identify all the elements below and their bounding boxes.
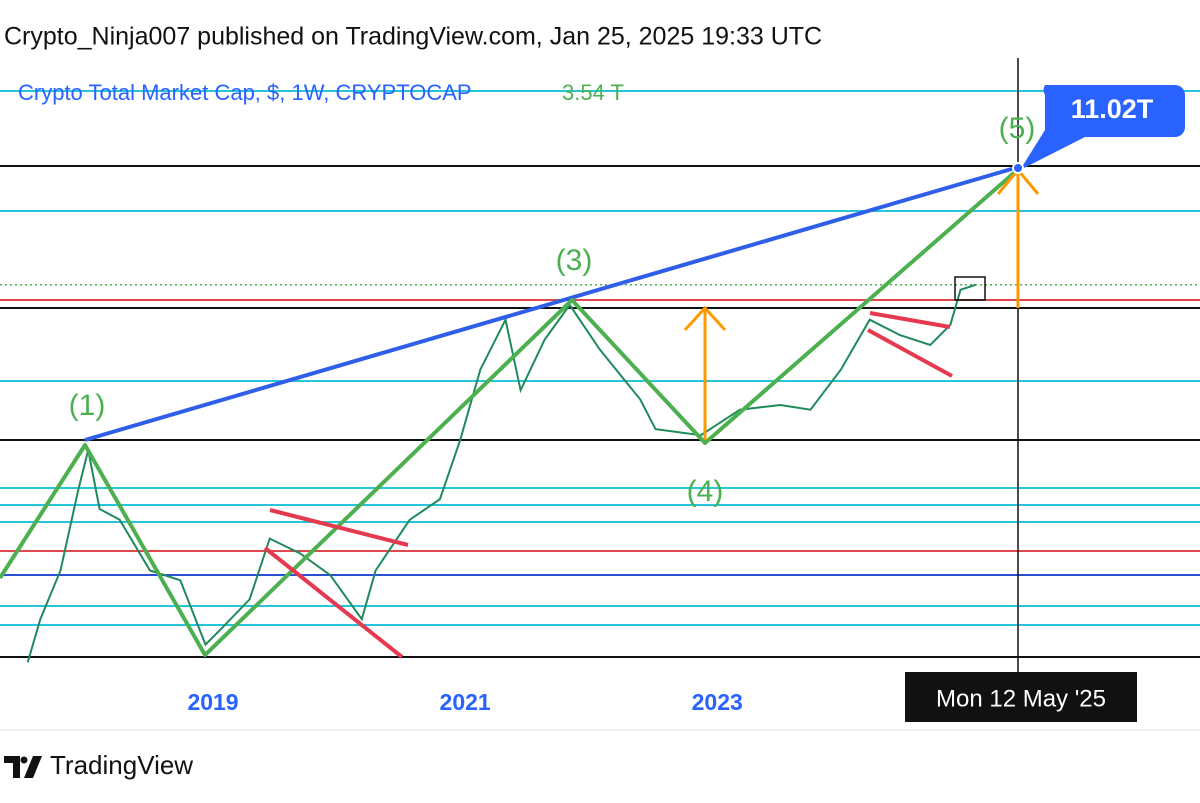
wedge-line — [867, 328, 953, 378]
target-point — [1012, 162, 1024, 175]
crosshair-box — [905, 672, 1137, 722]
price-line — [26, 283, 976, 663]
x-tick-label: 2019 — [187, 689, 238, 715]
arrow — [683, 305, 727, 440]
wave-line — [0, 170, 1017, 657]
wedge-line — [269, 508, 409, 547]
trend-line — [84, 166, 1016, 442]
arrow — [996, 167, 1040, 308]
logo — [4, 756, 42, 778]
box — [954, 276, 986, 301]
wave-label: (4) — [687, 475, 724, 508]
target-badge — [1020, 85, 1185, 170]
crosshair-label: Mon 12 May '25 — [936, 685, 1106, 712]
last-price: 3.54 T — [562, 80, 624, 105]
header: Crypto_Ninja007 published on TradingView… — [4, 23, 822, 51]
logo-dot — [20, 756, 28, 764]
wave-label: (5) — [999, 112, 1036, 145]
target-label: 11.02T — [1071, 94, 1154, 124]
price-layer — [0, 283, 1200, 663]
wedge-line — [263, 546, 404, 659]
x-tick-label: 2023 — [692, 689, 743, 715]
footer: TradingView — [50, 750, 193, 780]
legend-title: Crypto Total Market Cap, $, 1W, CRYPTOCA… — [18, 80, 472, 105]
fib-levels — [0, 90, 1200, 658]
wedge-line — [869, 311, 951, 329]
wave-label: (1) — [69, 389, 106, 422]
wave-label: (3) — [556, 244, 593, 277]
x-tick-label: 2021 — [440, 689, 491, 715]
